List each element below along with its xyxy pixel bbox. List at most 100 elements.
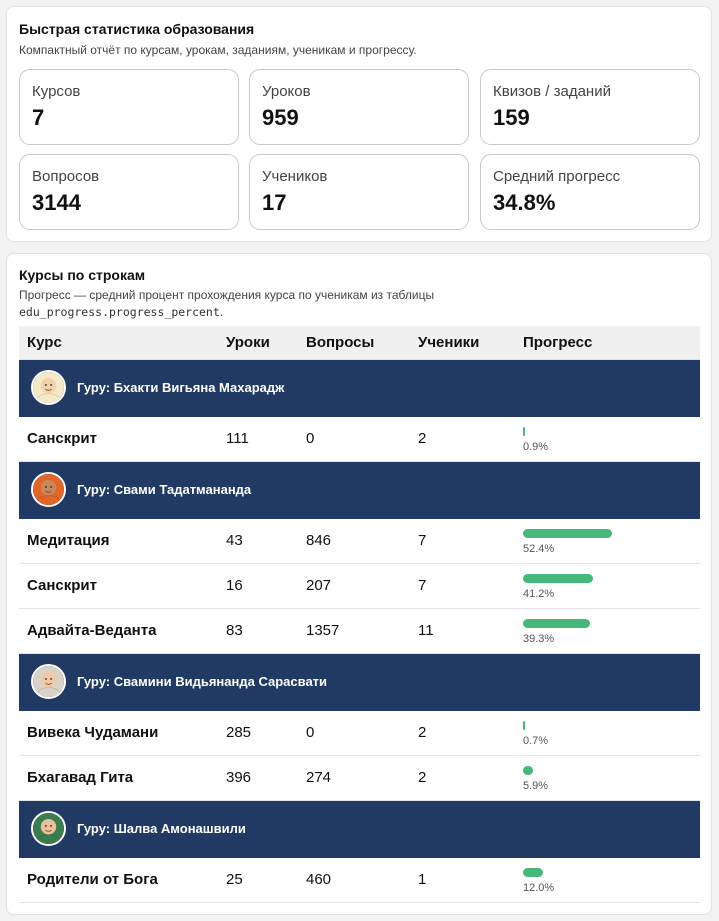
progress-bar	[523, 618, 590, 628]
progress-bar	[523, 765, 533, 775]
stat-label: Квизов / заданий	[493, 83, 611, 100]
guru-cell: Гуру: Бхакти Вигьяна Махарадж	[19, 359, 700, 417]
table-body: Гуру: Бхакти Вигьяна Махарадж Санскрит 111…	[19, 359, 700, 903]
course-students: 2	[410, 416, 515, 462]
course-lessons: 25	[218, 857, 298, 903]
guru-wrap: Гуру: Свамини Видьянанда Сарасвати	[31, 664, 700, 699]
stats-card: Быстрая статистика образования Компактны…	[6, 6, 712, 242]
progress-bar	[523, 573, 593, 583]
course-name: Санскрит	[19, 563, 218, 609]
course-progress: 52.4%	[515, 518, 700, 564]
stat-courses: Курсов 7	[19, 69, 239, 145]
progress-track	[523, 618, 673, 628]
course-progress: 5.9%	[515, 755, 700, 801]
table-row: Вивека Чудамани 285 0 2 0.7%	[19, 710, 700, 756]
guru-portrait-icon	[31, 370, 66, 405]
table-row: Родители от Бога 25 460 1 12.0%	[19, 857, 700, 903]
stat-value: 3144	[32, 190, 81, 215]
stat-value: 959	[262, 105, 299, 130]
guru-name: Гуру: Свами Тадатмананда	[77, 482, 252, 497]
guru-cell: Гуру: Шалва Амонашвили	[19, 800, 700, 858]
guru-cell: Гуру: Свами Тадатмананда	[19, 461, 700, 519]
stat-value: 17	[262, 190, 287, 215]
table-row: Санскрит 111 0 2 0.9%	[19, 416, 700, 462]
guru-portrait-icon	[31, 811, 66, 846]
course-name: Вивека Чудамани	[19, 710, 218, 756]
courses-table: Курс Уроки Вопросы Ученики Прогресс Гуру…	[19, 326, 700, 903]
stat-students: Учеников 17	[249, 154, 469, 230]
course-name: Родители от Бога	[19, 857, 218, 903]
progress-bar	[523, 720, 525, 730]
course-progress: 39.3%	[515, 608, 700, 654]
course-lessons: 285	[218, 710, 298, 756]
progress-label: 12.0%	[523, 881, 555, 894]
progress-label: 0.9%	[523, 440, 549, 453]
course-progress: 12.0%	[515, 857, 700, 903]
guru-name: Гуру: Свамини Видьянанда Сарасвати	[77, 674, 328, 689]
course-progress: 0.7%	[515, 710, 700, 756]
course-students: 11	[410, 608, 515, 654]
stat-questions: Вопросов 3144	[19, 154, 239, 230]
course-progress: 41.2%	[515, 563, 700, 609]
guru-wrap: Гуру: Свами Тадатмананда	[31, 472, 700, 507]
course-questions: 0	[298, 710, 410, 756]
stat-value: 7	[32, 105, 45, 130]
guru-portrait-icon	[31, 472, 66, 507]
progress-bar	[523, 528, 613, 538]
guru-row: Гуру: Бхакти Вигьяна Махарадж	[19, 359, 700, 417]
col-lessons: Уроки	[218, 326, 298, 360]
guru-row: Гуру: Свамини Видьянанда Сарасвати	[19, 653, 700, 711]
guru-row: Гуру: Шалва Амонашвили	[19, 800, 700, 858]
progress-label: 52.4%	[523, 542, 555, 555]
course-lessons: 16	[218, 563, 298, 609]
courses-title: Курсы по строкам	[19, 267, 146, 283]
col-course: Курс	[19, 326, 218, 360]
course-questions: 1357	[298, 608, 410, 654]
course-lessons: 111	[218, 416, 298, 462]
stat-label: Курсов	[32, 83, 81, 100]
stat-label: Учеников	[262, 168, 328, 185]
guru-name: Гуру: Бхакти Вигьяна Махарадж	[77, 380, 285, 395]
course-students: 7	[410, 518, 515, 564]
stat-value: 34.8%	[493, 190, 556, 215]
progress-track	[523, 867, 673, 877]
col-progress: Прогресс	[515, 326, 700, 360]
subtitle-text: Прогресс — средний процент прохождения к…	[19, 288, 435, 302]
course-students: 2	[410, 710, 515, 756]
table-row: Адвайта-Веданта 83 1357 11 39.3%	[19, 608, 700, 654]
subtitle-code: edu_progress.progress_percent	[19, 305, 220, 319]
courses-card: Курсы по строкам Прогресс — средний проц…	[6, 253, 712, 915]
course-lessons: 396	[218, 755, 298, 801]
progress-label: 39.3%	[523, 632, 555, 645]
progress-track	[523, 765, 673, 775]
course-name: Адвайта-Веданта	[19, 608, 218, 654]
stat-label: Средний прогресс	[493, 168, 621, 185]
course-questions: 460	[298, 857, 410, 903]
stat-value: 159	[493, 105, 530, 130]
progress-label: 0.7%	[523, 734, 549, 747]
table-row: Санскрит 16 207 7 41.2%	[19, 563, 700, 609]
course-students: 7	[410, 563, 515, 609]
course-students: 1	[410, 857, 515, 903]
subtitle-end: .	[219, 305, 224, 319]
progress-bar	[523, 867, 544, 877]
guru-portrait-icon	[31, 664, 66, 699]
course-progress: 0.9%	[515, 416, 700, 462]
stats-title: Быстрая статистика образования	[19, 21, 255, 37]
progress-track	[523, 573, 673, 583]
table-header: Курс Уроки Вопросы Ученики Прогресс	[19, 326, 700, 360]
course-lessons: 43	[218, 518, 298, 564]
guru-cell: Гуру: Свамини Видьянанда Сарасвати	[19, 653, 700, 711]
table-row: Бхагавад Гита 396 274 2 5.9%	[19, 755, 700, 801]
stat-avg-progress: Средний прогресс 34.8%	[480, 154, 700, 230]
progress-track	[523, 528, 673, 538]
stats-subtitle: Компактный отчёт по курсам, урокам, зада…	[19, 43, 417, 57]
col-students: Ученики	[410, 326, 515, 360]
progress-track	[523, 426, 673, 436]
progress-label: 41.2%	[523, 587, 555, 600]
progress-label: 5.9%	[523, 779, 549, 792]
course-questions: 846	[298, 518, 410, 564]
course-questions: 0	[298, 416, 410, 462]
table-row: Медитация 43 846 7 52.4%	[19, 518, 700, 564]
course-name: Бхагавад Гита	[19, 755, 218, 801]
